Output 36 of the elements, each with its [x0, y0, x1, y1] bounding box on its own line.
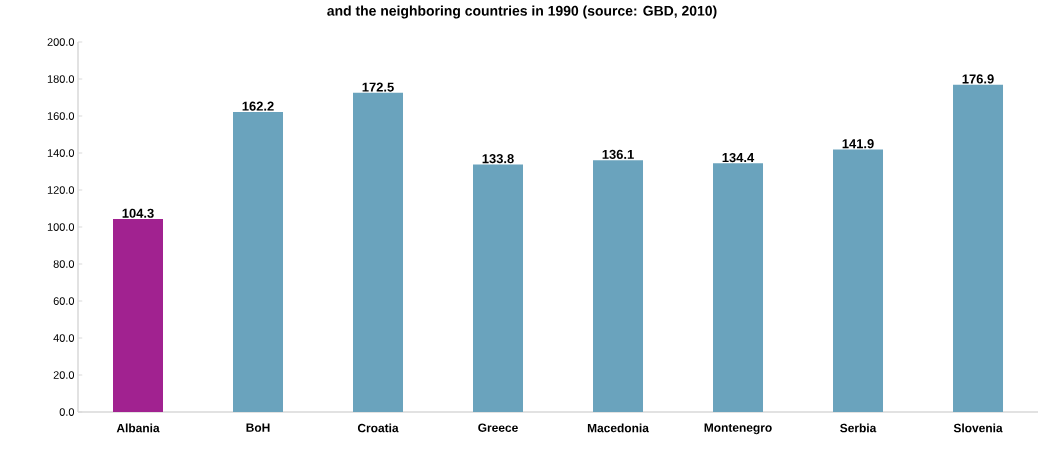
data-label: 136.1	[602, 149, 634, 160]
x-tick-label: Serbia	[840, 423, 877, 433]
bar	[593, 160, 644, 412]
y-tick-label: 200.0	[47, 38, 75, 46]
y-tick-label: 80.0	[53, 260, 75, 268]
y-tick-label: 100.0	[47, 223, 75, 231]
bar	[713, 163, 764, 412]
x-tick-label: Macedonia	[587, 423, 649, 433]
bar	[953, 84, 1004, 412]
x-tick-label: BoH	[246, 423, 270, 432]
data-label: 134.4	[722, 152, 755, 163]
x-tick-label: Greece	[478, 423, 518, 432]
data-label: 176.9	[962, 74, 994, 84]
data-label: 133.8	[482, 154, 514, 164]
y-tick-label: 40.0	[53, 334, 75, 342]
y-tick-label: 120.0	[47, 186, 75, 194]
chart-title: and the neighboring countries in 1990 (source: GBD, 2010)	[327, 5, 717, 19]
y-tick-label: 0.0	[59, 408, 75, 416]
data-label: 162.2	[242, 101, 274, 111]
bar	[113, 219, 163, 412]
x-tick-label: Slovenia	[953, 423, 1003, 433]
data-label: 141.9	[842, 139, 874, 149]
data-label: 172.5	[362, 82, 394, 92]
x-tick-label: Croatia	[357, 423, 399, 433]
y-tick-label: 180.0	[47, 75, 75, 83]
bar	[833, 149, 884, 412]
y-tick-label: 160.0	[47, 112, 75, 120]
bar	[353, 92, 403, 412]
x-tick-label: Albania	[116, 423, 160, 433]
x-tick-label: Montenegro	[704, 423, 772, 435]
bar	[473, 164, 523, 412]
bar	[233, 111, 283, 412]
data-label: 104.3	[122, 208, 154, 218]
y-tick-label: 60.0	[53, 297, 75, 305]
y-tick-label: 20.0	[53, 371, 75, 379]
y-tick-label: 140.0	[47, 149, 75, 157]
